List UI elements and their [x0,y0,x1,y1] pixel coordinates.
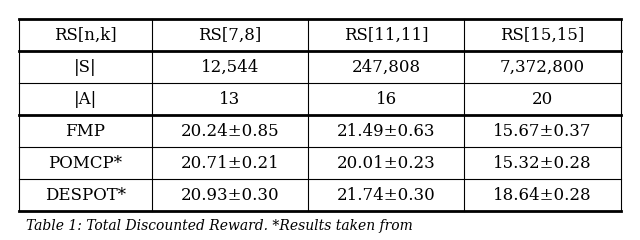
Text: 7,372,800: 7,372,800 [500,59,585,76]
Text: RS[7,8]: RS[7,8] [198,27,261,44]
Text: 15.32±0.28: 15.32±0.28 [493,155,592,172]
Text: Table 1: Total Discounted Reward. *Results taken from: Table 1: Total Discounted Reward. *Resul… [26,219,412,233]
Text: |S|: |S| [74,59,97,76]
Text: FMP: FMP [65,123,106,140]
Text: 13: 13 [219,91,241,108]
Text: 20.93±0.30: 20.93±0.30 [180,187,279,204]
Text: RS[n,k]: RS[n,k] [54,27,116,44]
Text: 16: 16 [376,91,397,108]
Text: 21.74±0.30: 21.74±0.30 [337,187,436,204]
Text: 15.67±0.37: 15.67±0.37 [493,123,592,140]
Text: 12,544: 12,544 [200,59,259,76]
Text: 21.49±0.63: 21.49±0.63 [337,123,435,140]
Text: 20.71±0.21: 20.71±0.21 [180,155,279,172]
Text: 20.01±0.23: 20.01±0.23 [337,155,436,172]
Text: 247,808: 247,808 [351,59,420,76]
Text: DESPOT*: DESPOT* [45,187,126,204]
Text: POMCP*: POMCP* [49,155,122,172]
Text: RS[15,15]: RS[15,15] [500,27,585,44]
Text: |A|: |A| [74,91,97,108]
Text: 20: 20 [532,91,553,108]
Text: 18.64±0.28: 18.64±0.28 [493,187,592,204]
Text: RS[11,11]: RS[11,11] [344,27,428,44]
Text: 20.24±0.85: 20.24±0.85 [180,123,279,140]
